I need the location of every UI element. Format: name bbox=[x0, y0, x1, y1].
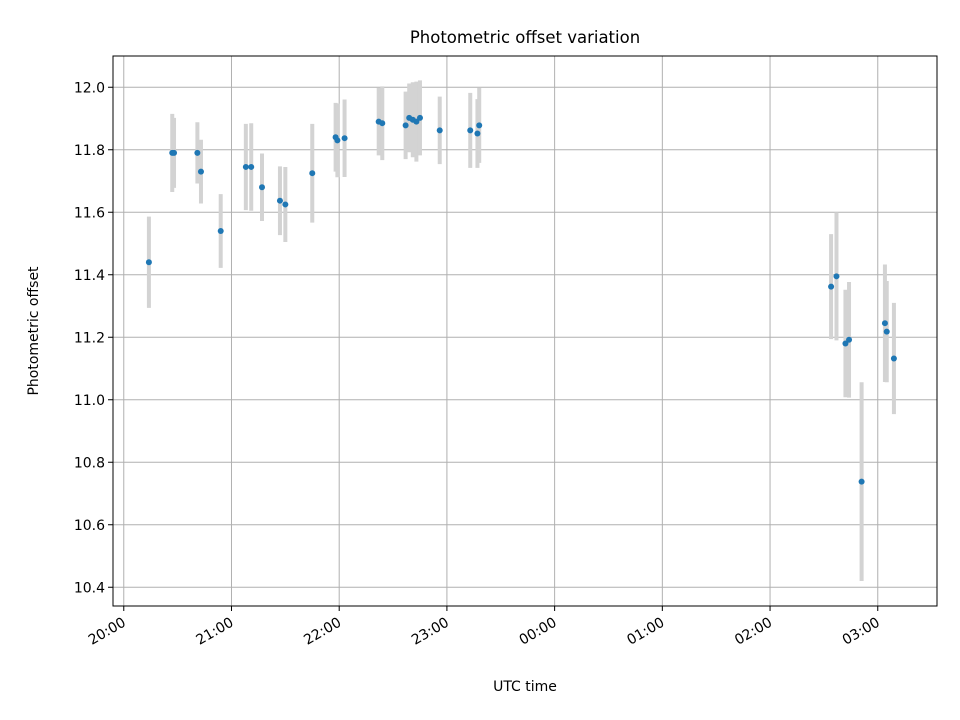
data-point bbox=[828, 283, 835, 290]
data-point bbox=[467, 127, 474, 134]
data-point bbox=[413, 118, 420, 125]
plot-area-frame bbox=[112, 55, 938, 607]
data-point bbox=[197, 168, 204, 175]
data-point bbox=[858, 478, 865, 485]
data-point bbox=[846, 336, 853, 343]
data-point bbox=[416, 114, 423, 121]
data-point bbox=[145, 259, 152, 266]
data-point bbox=[474, 130, 481, 137]
y-tick-label: 10.8 bbox=[74, 455, 105, 471]
chart-title: Photometric offset variation bbox=[410, 28, 640, 47]
x-tick-label: 00:00 bbox=[517, 615, 560, 649]
data-point bbox=[890, 355, 897, 362]
y-tick-label: 11.2 bbox=[74, 330, 105, 346]
y-tick-label: 10.4 bbox=[74, 580, 105, 596]
data-point bbox=[309, 170, 316, 177]
data-point bbox=[436, 127, 443, 134]
data-point bbox=[402, 122, 409, 129]
y-tick-label: 12.0 bbox=[74, 80, 105, 96]
y-axis-label: Photometric offset bbox=[26, 266, 42, 396]
data-point bbox=[341, 135, 348, 142]
x-tick-label: 22:00 bbox=[301, 615, 344, 649]
data-points bbox=[145, 114, 897, 485]
data-point bbox=[217, 228, 224, 234]
x-tick-label: 03:00 bbox=[840, 615, 883, 649]
x-tick-label: 01:00 bbox=[624, 615, 667, 649]
y-tick-label: 10.6 bbox=[74, 518, 105, 534]
y-tick-label: 11.6 bbox=[74, 205, 105, 221]
data-point bbox=[881, 320, 888, 327]
data-point bbox=[476, 122, 483, 129]
x-axis-label: UTC time bbox=[493, 679, 557, 695]
data-point bbox=[194, 149, 201, 156]
data-point bbox=[276, 197, 283, 204]
data-point bbox=[334, 137, 341, 144]
data-point bbox=[242, 163, 249, 170]
data-point bbox=[248, 163, 255, 170]
data-point bbox=[282, 201, 289, 208]
data-point bbox=[171, 149, 178, 156]
error-bars bbox=[146, 80, 896, 581]
data-point bbox=[883, 328, 890, 335]
data-point bbox=[833, 273, 840, 280]
x-tick-label: 21:00 bbox=[194, 615, 237, 649]
y-axis: 10.4 10.6 10.8 11.0 11.2 11.4 11.6 11.8 12.0 bbox=[74, 80, 113, 596]
x-axis: 20:00 21:00 22:00 23:00 00:00 01:00 02:00 03:00 bbox=[86, 606, 883, 649]
x-tick-label: 02:00 bbox=[732, 615, 775, 649]
data-point bbox=[259, 184, 266, 191]
data-point bbox=[842, 340, 849, 347]
grid bbox=[113, 56, 937, 606]
x-tick-label: 23:00 bbox=[409, 615, 452, 649]
y-tick-label: 11.8 bbox=[74, 143, 105, 159]
x-tick-label: 20:00 bbox=[86, 615, 129, 649]
y-tick-label: 11.0 bbox=[74, 393, 105, 409]
data-point bbox=[379, 120, 386, 127]
y-tick-label: 11.4 bbox=[74, 268, 105, 284]
